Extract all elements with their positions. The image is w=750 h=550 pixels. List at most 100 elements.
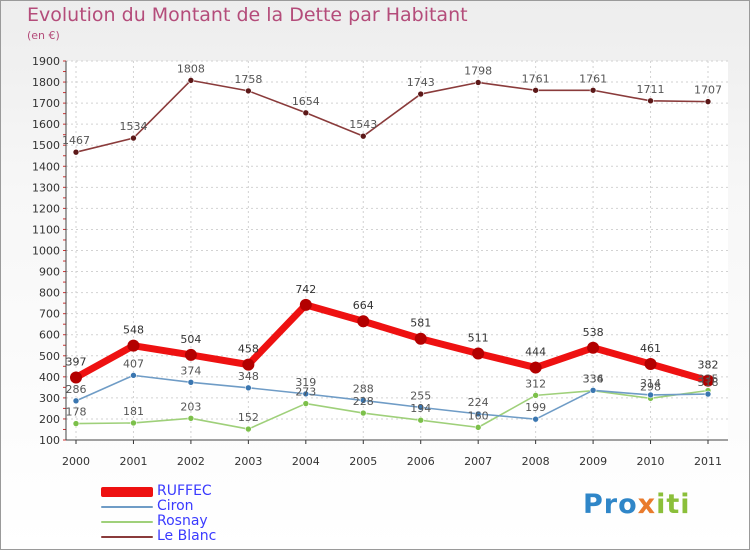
data-point-le-blanc: [130, 134, 137, 142]
legend-swatch-ciron: [101, 506, 153, 508]
data-label-le-blanc: 1743: [407, 76, 435, 89]
data-point-ciron: [704, 390, 712, 398]
series-line-le-blanc: [75, 79, 709, 153]
x-tick-label: 2002: [177, 455, 205, 468]
data-label-ciron: 348: [238, 370, 259, 383]
data-label-ciron: 336: [583, 372, 604, 385]
data-point-le-blanc: [704, 98, 712, 105]
x-tick-label: 2000: [62, 455, 90, 468]
data-point-le-blanc: [359, 132, 367, 140]
data-label-le-blanc: 1758: [234, 73, 262, 86]
legend-label-le-blanc: Le Blanc: [157, 528, 217, 544]
x-tick-label: 2001: [119, 455, 147, 468]
y-tick-label: 300: [39, 392, 60, 405]
data-point-ruffec: [70, 371, 82, 384]
y-tick-label: 1300: [32, 181, 60, 194]
y-tick-label: 900: [39, 266, 60, 279]
data-label-ciron: 288: [353, 382, 374, 395]
data-point-rosnay: [130, 419, 137, 427]
data-point-ruffec: [587, 341, 600, 354]
data-point-rosnay: [474, 424, 482, 431]
data-label-ruffec: 458: [238, 343, 259, 356]
y-tick-label: 100: [39, 434, 60, 447]
data-label-ciron: 318: [698, 376, 719, 389]
data-label-ciron: 314: [640, 377, 661, 390]
y-tick-label: 200: [39, 413, 60, 426]
legend-swatch-rosnay: [101, 521, 153, 523]
data-point-le-blanc: [187, 77, 195, 84]
data-label-ruffec: 511: [468, 331, 489, 344]
data-point-rosnay: [417, 416, 425, 424]
data-label-ruffec: 382: [698, 359, 719, 372]
data-point-ruffec: [702, 374, 714, 387]
data-point-ciron: [187, 379, 195, 386]
data-label-rosnay: 228: [353, 395, 374, 408]
y-tick-label: 700: [39, 308, 60, 321]
x-tick-label: 2008: [522, 455, 550, 468]
series-line-ciron: [75, 374, 709, 420]
data-label-ciron: 224: [468, 396, 489, 409]
data-point-le-blanc: [417, 90, 425, 98]
data-label-ruffec: 504: [180, 333, 201, 346]
data-point-le-blanc: [589, 86, 597, 94]
y-tick-label: 1600: [32, 118, 60, 131]
data-point-rosnay: [187, 415, 195, 422]
data-point-le-blanc: [302, 109, 310, 117]
logo-part-x: x: [637, 489, 657, 520]
data-point-ruffec: [472, 347, 485, 360]
data-point-ciron: [647, 391, 654, 399]
x-tick-label: 2006: [407, 455, 435, 468]
data-label-le-blanc: 1654: [292, 95, 320, 108]
data-label-ruffec: 397: [66, 355, 87, 368]
legend-label-ruffec: RUFFEC: [157, 483, 212, 499]
x-tick-label: 2010: [637, 455, 665, 468]
data-label-ruffec: 461: [640, 342, 661, 355]
y-tick-label: 1100: [32, 223, 60, 236]
data-label-le-blanc: 1808: [177, 62, 205, 75]
data-label-rosnay: 298: [640, 380, 661, 393]
x-tick-label: 2009: [579, 455, 607, 468]
data-point-rosnay: [532, 392, 539, 399]
legend-swatch-le-blanc: [101, 536, 153, 538]
chart-title: Evolution du Montant de la Dette par Hab…: [27, 4, 468, 26]
data-point-ciron: [245, 384, 252, 392]
data-label-ciron: 199: [525, 401, 546, 414]
y-tick-label: 1700: [32, 97, 60, 110]
data-point-ciron: [130, 372, 137, 379]
legend-label-rosnay: Rosnay: [157, 513, 208, 529]
data-point-le-blanc: [532, 86, 539, 94]
y-tick-label: 400: [39, 371, 60, 384]
data-point-ciron: [532, 415, 539, 423]
y-tick-label: 800: [39, 287, 60, 300]
data-label-rosnay: 203: [180, 400, 201, 413]
data-label-le-blanc: 1761: [579, 72, 607, 85]
series-line-ruffec: [72, 301, 712, 385]
data-point-ciron: [359, 397, 367, 404]
data-label-ciron: 255: [410, 389, 431, 402]
data-point-rosnay: [302, 400, 310, 407]
data-label-ciron: 286: [66, 383, 87, 396]
data-label-le-blanc: 1543: [349, 118, 377, 131]
x-tick-label: 2004: [292, 455, 320, 468]
legend-swatch-ruffec: [101, 487, 153, 497]
data-label-rosnay: 273: [295, 386, 316, 399]
data-label-ciron: 374: [180, 364, 201, 377]
data-point-rosnay: [359, 409, 367, 417]
y-tick-label: 500: [39, 350, 60, 363]
data-point-ruffec: [127, 339, 140, 352]
data-point-rosnay: [245, 425, 252, 433]
x-tick-label: 2011: [694, 455, 722, 468]
data-point-ruffec: [242, 358, 255, 371]
x-tick-label: 2007: [464, 455, 492, 468]
data-point-ruffec: [644, 357, 657, 370]
y-tick-label: 1800: [32, 76, 60, 89]
data-point-ciron: [417, 404, 425, 411]
data-label-rosnay: 178: [66, 406, 87, 419]
proxiti-logo: Proxiti: [583, 489, 691, 520]
data-label-rosnay: 181: [123, 405, 144, 418]
data-label-rosnay: 194: [410, 402, 431, 415]
data-point-le-blanc: [245, 87, 252, 95]
data-label-le-blanc: 1467: [62, 134, 90, 147]
data-label-rosnay: 152: [238, 411, 259, 424]
